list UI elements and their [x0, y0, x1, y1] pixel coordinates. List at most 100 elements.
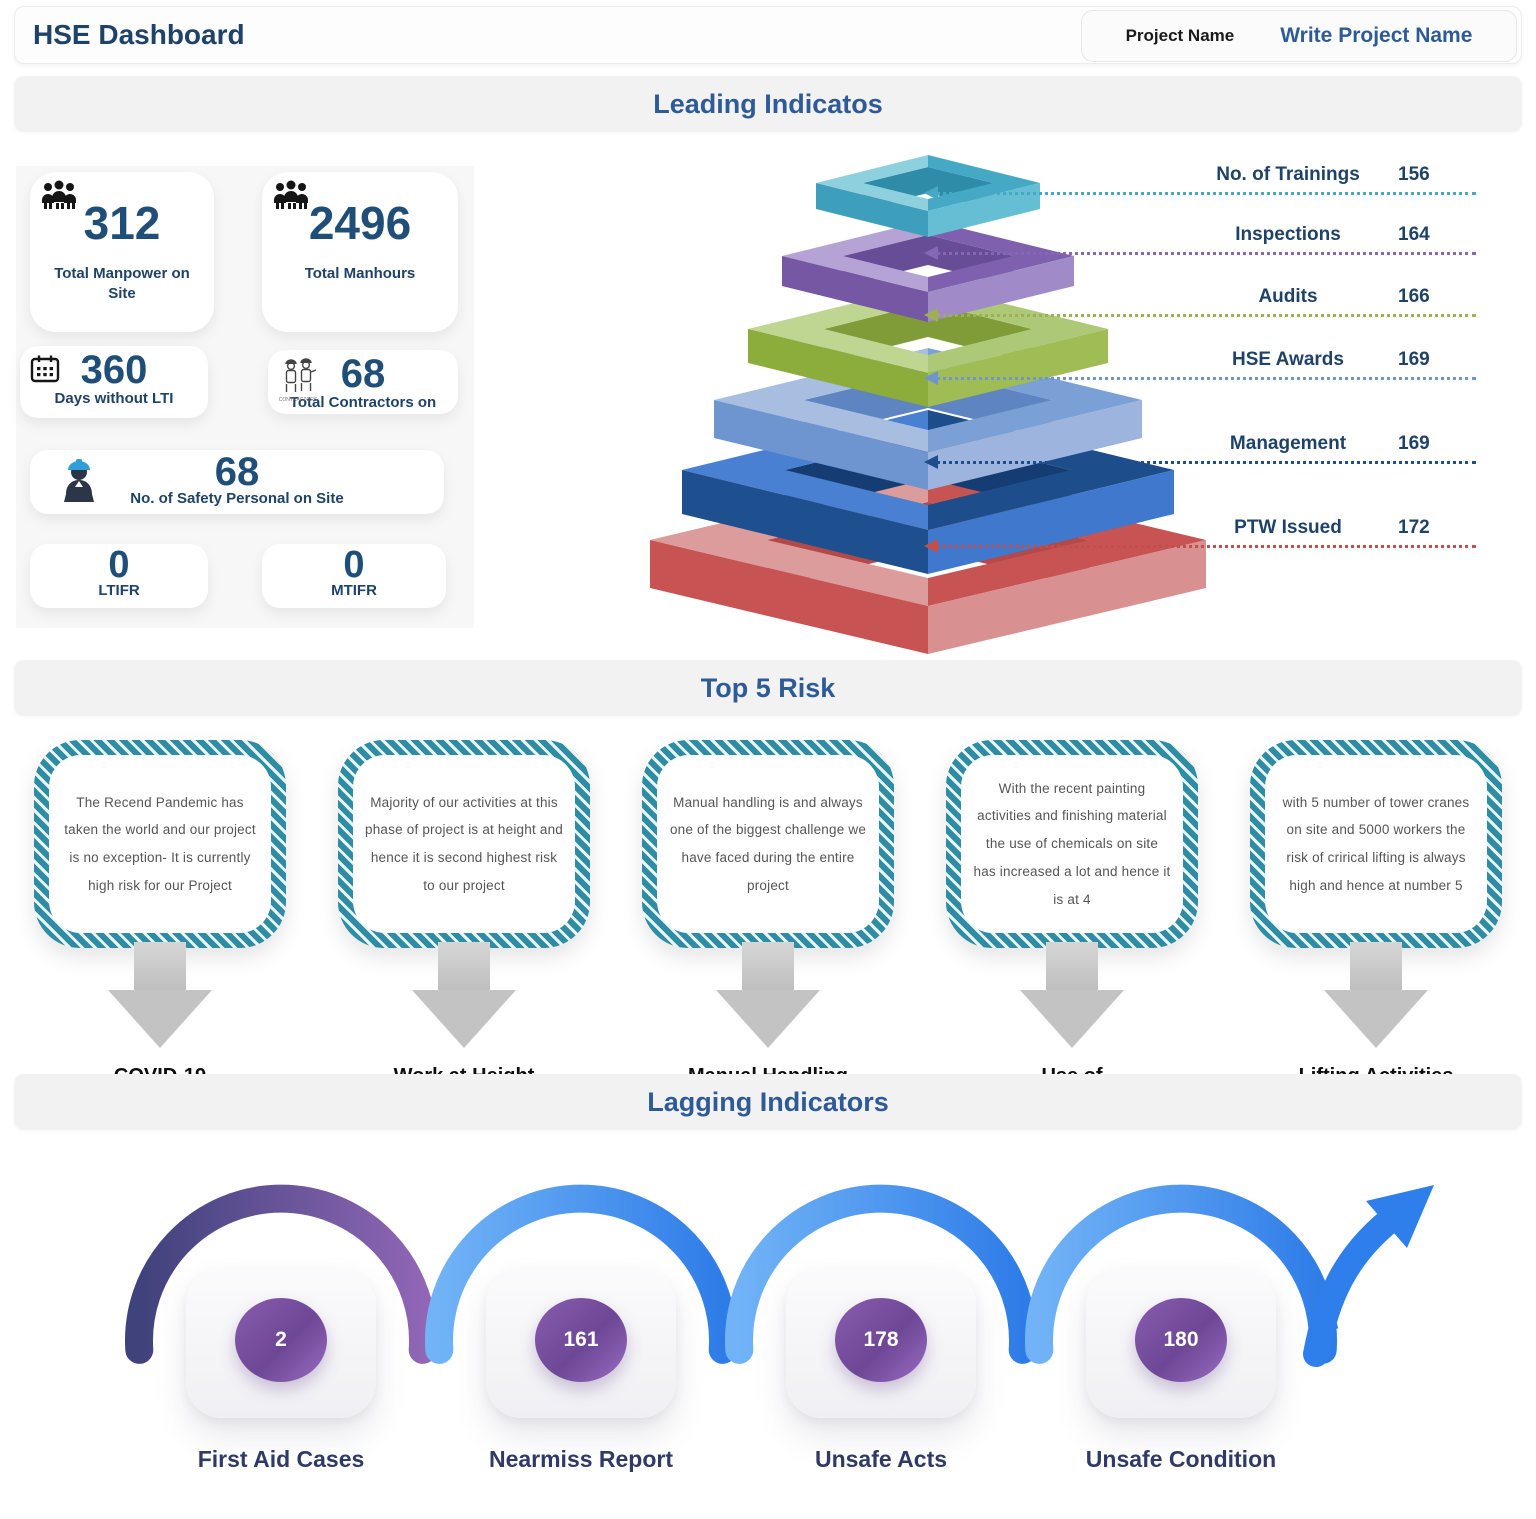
top5-risk-title: Top 5 Risk [700, 672, 836, 703]
down-arrow-icon [412, 942, 516, 1058]
lagging-label: Unsafe Condition [1085, 1446, 1277, 1472]
leader-line-audits [924, 308, 1476, 322]
kpi-value: 0 [343, 544, 365, 586]
risk-card-covid19: The Recend Pandemic has taken the world … [34, 740, 286, 1120]
kpi-card-ltifr: 0 LTIFR [30, 544, 208, 608]
kpi-label: LTIFR [98, 582, 140, 599]
risk-card-border: With the recent painting activities and … [946, 740, 1198, 948]
contractors-icon: CONTRACTORS [278, 358, 318, 409]
leader-line-management [924, 455, 1476, 469]
risk-card-use-of-chemicals: With the recent painting activities and … [946, 740, 1198, 1120]
risk-card-body: With the recent painting activities and … [961, 755, 1183, 933]
project-name-input[interactable]: Write Project Name [1280, 24, 1473, 47]
header-bar: HSE Dashboard Project Name Write Project… [14, 6, 1522, 64]
kpi-value: 2496 [308, 197, 412, 249]
pyramid-label: No. of Trainings [1216, 164, 1360, 185]
lagging-value: 2 [275, 1328, 287, 1351]
risk-description: with 5 number of tower cranes on site an… [1282, 794, 1470, 893]
risk-card-lifting-activities: with 5 number of tower cranes on site an… [1250, 740, 1502, 1120]
risk-card-border: Majority of our activities at this phase… [338, 740, 590, 948]
kpi-panel: 312 Total Manpower on Site 2496 Total Ma… [16, 166, 474, 628]
lagging-value-circle: 2 [235, 1298, 327, 1382]
lagging-indicators-arc-chart [125, 1184, 1434, 1367]
trend-arrow-head-icon [1366, 1185, 1434, 1248]
pyramid-value: 172 [1398, 517, 1430, 538]
leader-line-ptw-issued [924, 539, 1476, 553]
risk-description: Majority of our activities at this phase… [365, 794, 563, 893]
section-top5-risk-header: Top 5 Risk [14, 660, 1522, 716]
pyramid-value: 166 [1398, 286, 1430, 307]
leader-line-trainings [924, 186, 1476, 200]
kpi-value: 68 [214, 450, 260, 494]
calendar-icon [30, 354, 60, 389]
risk-card-border: with 5 number of tower cranes on site an… [1250, 740, 1502, 948]
leading-indicators-title: Leading Indicatos [653, 88, 883, 119]
kpi-value: 0 [108, 544, 130, 586]
trend-arrow-tail [1303, 1207, 1403, 1367]
kpi-label: No. of Safety Personal on Site [130, 490, 344, 507]
kpi-value: 312 [83, 197, 161, 249]
lagging-value-circle: 178 [835, 1298, 927, 1382]
pyramid-label: PTW Issued [1234, 517, 1342, 538]
lagging-indicators-title: Lagging Indicators [647, 1086, 889, 1117]
lagging-value: 178 [863, 1328, 899, 1351]
kpi-card-total-manhours: 2496 Total Manhours [262, 172, 458, 332]
risk-description: With the recent painting activities and … [973, 780, 1171, 907]
kpi-card-total-manpower: 312 Total Manpower on Site [30, 172, 214, 332]
people-group-icon [40, 180, 78, 215]
lagging-value-circle: 180 [1135, 1298, 1227, 1382]
pyramid-label: Management [1229, 433, 1347, 454]
kpi-card-days-without-lti: 360 Days without LTI [20, 346, 208, 418]
risk-card-body: Manual handling is and always one of the… [657, 755, 879, 933]
project-name-box[interactable]: Project Name Write Project Name [1081, 10, 1517, 62]
kpi-card-mtifr: 0 MTIFR [262, 544, 446, 608]
lagging-label: Nearmiss Report [488, 1446, 674, 1472]
risk-card-manual-handling: Manual handling is and always one of the… [642, 740, 894, 1120]
kpi-label: Total Manhours [304, 265, 416, 282]
kpi-label: Total Contractors on [289, 394, 437, 411]
section-lagging-indicators-header: Lagging Indicators [14, 1074, 1522, 1130]
kpi-label: MTIFR [331, 582, 377, 599]
risk-card-border: The Recend Pandemic has taken the world … [34, 740, 286, 948]
safety-officer-icon [56, 456, 102, 511]
pyramid-value: 169 [1398, 349, 1430, 370]
project-name-label: Project Name [1125, 26, 1235, 45]
risk-card-body: The Recend Pandemic has taken the world … [49, 755, 271, 933]
svg-text:CONTRACTORS: CONTRACTORS [279, 397, 318, 403]
risk-card-body: Majority of our activities at this phase… [353, 755, 575, 933]
people-group-icon [272, 180, 310, 215]
lagging-label: Unsafe Acts [814, 1446, 948, 1472]
kpi-label: Days without LTI [54, 390, 174, 407]
lagging-value-circle: 161 [535, 1298, 627, 1382]
pyramid-value: 156 [1398, 164, 1430, 185]
risk-cards-row: The Recend Pandemic has taken the world … [0, 740, 1536, 1120]
risk-card-work-at-height: Majority of our activities at this phase… [338, 740, 590, 1120]
kpi-value: 360 [80, 348, 148, 392]
lagging-value: 180 [1163, 1328, 1199, 1351]
pyramid-value: 169 [1398, 433, 1430, 454]
lagging-value: 161 [563, 1328, 599, 1351]
leading-indicators-pyramid-chart [650, 155, 1206, 654]
pyramid-label: Inspections [1235, 224, 1341, 245]
risk-description: Manual handling is and always one of the… [669, 794, 867, 893]
pyramid-value: 164 [1398, 224, 1430, 245]
page-title: HSE Dashboard [33, 19, 245, 50]
kpi-card-safety-personnel: 68 No. of Safety Personal on Site [30, 450, 444, 514]
risk-card-body: with 5 number of tower cranes on site an… [1265, 755, 1487, 933]
pyramid-label: HSE Awards [1232, 349, 1344, 370]
kpi-label: Total Manpower on Site [54, 265, 190, 303]
leader-line-inspections [924, 246, 1476, 260]
section-leading-indicators-header: Leading Indicatos [14, 76, 1522, 132]
leader-line-hse-awards [924, 371, 1476, 385]
down-arrow-icon [1324, 942, 1428, 1058]
risk-card-border: Manual handling is and always one of the… [642, 740, 894, 948]
down-arrow-icon [1020, 942, 1124, 1058]
kpi-value: 68 [340, 352, 386, 396]
down-arrow-icon [108, 942, 212, 1058]
lagging-label: First Aid Cases [197, 1446, 365, 1472]
pyramid-label: Audits [1258, 286, 1318, 307]
kpi-card-total-contractors: CONTRACTORS 68 Total Contractors on [268, 350, 458, 414]
down-arrow-icon [716, 942, 820, 1058]
risk-description: The Recend Pandemic has taken the world … [64, 794, 256, 893]
